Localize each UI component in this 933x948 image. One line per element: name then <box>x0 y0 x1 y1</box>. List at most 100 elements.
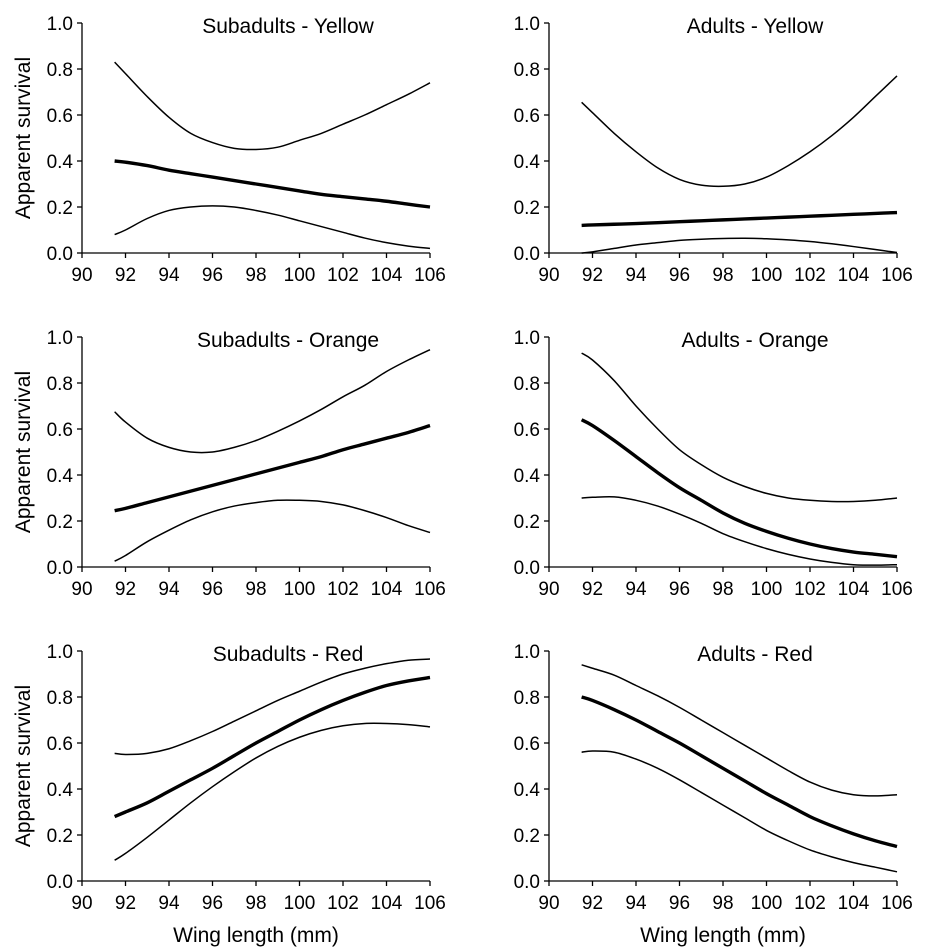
x-tick-label: 96 <box>669 579 690 600</box>
x-tick-label: 92 <box>115 265 136 286</box>
panel-6: 0.0 0.2 0.4 0.6 0.8 1.0 90 92 94 96 98 100 102 104 106… <box>514 642 913 947</box>
x-tick-label: 92 <box>582 893 603 914</box>
x-tick-label: 100 <box>751 265 783 286</box>
y-tick-label: 0.0 <box>514 872 540 893</box>
x-tick-label: 98 <box>712 265 733 286</box>
upper-ci-line <box>581 664 898 797</box>
x-tick-label: 106 <box>414 893 446 914</box>
panel-3: 0.0 0.2 0.4 0.6 0.8 1.0 90 92 94 96 98 100 102 104 106… <box>12 328 446 600</box>
y-tick-label: 0.6 <box>514 734 540 755</box>
y-tick-label: 0.4 <box>47 780 74 801</box>
y-tick-label: 0.0 <box>47 872 73 893</box>
x-tick-label: 102 <box>794 893 826 914</box>
upper-ci-line <box>581 352 898 503</box>
y-tick-label: 0.6 <box>47 734 73 755</box>
estimate-line <box>114 159 431 209</box>
x-tick-label: 90 <box>71 265 92 286</box>
x-tick-label: 104 <box>371 579 403 600</box>
panel-5: 0.0 0.2 0.4 0.6 0.8 1.0 90 92 94 96 98 100 102 104 106… <box>12 642 446 947</box>
y-tick-label: 0.6 <box>47 106 73 127</box>
x-tick-label: 102 <box>794 579 826 600</box>
x-tick-label: 92 <box>582 579 603 600</box>
estimate-line <box>581 695 898 849</box>
y-axis-title: Apparent survival <box>12 57 35 219</box>
y-tick-label: 1.0 <box>514 14 540 35</box>
lower-ci-line <box>114 499 431 562</box>
y-tick-label: 0.0 <box>47 244 73 265</box>
y-tick-label: 0.0 <box>514 244 540 265</box>
upper-ci-line <box>581 75 898 188</box>
y-tick-label: 1.0 <box>514 642 540 663</box>
x-tick-label: 90 <box>538 265 559 286</box>
y-tick-label: 0.8 <box>47 374 73 395</box>
y-tick-label: 0.4 <box>514 152 541 173</box>
estimate-line <box>113 675 431 819</box>
x-tick-label: 94 <box>625 265 647 286</box>
panel-title: Adults - Orange <box>681 329 828 352</box>
x-tick-label: 92 <box>115 579 136 600</box>
panel-title: Adults - Red <box>697 643 813 666</box>
y-tick-label: 0.8 <box>514 688 540 709</box>
x-tick-label: 94 <box>625 893 647 914</box>
x-tick-label: 98 <box>712 579 733 600</box>
panel-title: Subadults - Red <box>213 643 364 666</box>
y-tick-label: 0.2 <box>47 826 73 847</box>
lower-ci-line <box>114 205 431 250</box>
x-tick-label: 94 <box>158 893 180 914</box>
x-tick-label: 100 <box>751 893 783 914</box>
upper-ci-line <box>114 348 431 454</box>
x-tick-label: 106 <box>414 579 446 600</box>
x-tick-label: 106 <box>881 893 913 914</box>
y-tick-label: 0.8 <box>47 60 73 81</box>
estimate-line <box>581 210 898 228</box>
y-tick-label: 1.0 <box>47 328 73 349</box>
x-tick-label: 104 <box>371 265 403 286</box>
x-tick-label: 96 <box>202 579 223 600</box>
x-tick-label: 94 <box>158 265 180 286</box>
y-tick-label: 0.2 <box>514 198 540 219</box>
y-tick-label: 0.4 <box>514 466 541 487</box>
x-tick-label: 94 <box>625 579 647 600</box>
y-tick-label: 0.8 <box>47 688 73 709</box>
x-tick-label: 94 <box>158 579 180 600</box>
y-tick-label: 1.0 <box>47 642 73 663</box>
x-tick-label: 92 <box>115 893 136 914</box>
x-tick-label: 100 <box>284 893 316 914</box>
y-tick-label: 0.4 <box>47 152 74 173</box>
x-tick-label: 106 <box>881 265 913 286</box>
y-tick-label: 0.8 <box>514 374 540 395</box>
x-axis-title: Wing length (mm) <box>173 924 339 947</box>
y-axis-title: Apparent survival <box>12 371 35 533</box>
y-tick-label: 0.6 <box>514 106 540 127</box>
y-tick-label: 0.2 <box>47 198 73 219</box>
x-tick-label: 90 <box>538 893 559 914</box>
y-tick-label: 0.4 <box>514 780 541 801</box>
upper-ci-line <box>114 658 431 756</box>
x-tick-label: 104 <box>838 579 870 600</box>
x-tick-label: 106 <box>881 579 913 600</box>
lower-ci-line <box>581 495 898 566</box>
x-tick-label: 96 <box>669 893 690 914</box>
panel-title: Subadults - Yellow <box>202 15 374 38</box>
panel-title: Subadults - Orange <box>197 329 379 352</box>
y-tick-label: 0.4 <box>47 466 74 487</box>
y-tick-label: 0.6 <box>514 420 540 441</box>
x-tick-label: 90 <box>71 893 92 914</box>
x-tick-label: 102 <box>327 265 359 286</box>
x-tick-label: 96 <box>202 893 223 914</box>
y-tick-label: 0.8 <box>514 60 540 81</box>
panel-1: 0.0 0.2 0.4 0.6 0.8 1.0 90 92 94 96 98 100 102 104 106… <box>12 14 446 286</box>
x-tick-label: 100 <box>284 579 316 600</box>
lower-ci-line <box>114 722 431 861</box>
x-tick-label: 96 <box>669 265 690 286</box>
x-tick-label: 102 <box>327 893 359 914</box>
x-tick-label: 98 <box>712 893 733 914</box>
x-tick-label: 104 <box>838 265 870 286</box>
lower-ci-line <box>581 750 898 873</box>
y-tick-label: 0.6 <box>47 420 73 441</box>
y-tick-label: 0.2 <box>47 512 73 533</box>
x-axis-title: Wing length (mm) <box>640 924 806 947</box>
x-tick-label: 104 <box>371 893 403 914</box>
y-tick-label: 0.0 <box>47 558 73 579</box>
